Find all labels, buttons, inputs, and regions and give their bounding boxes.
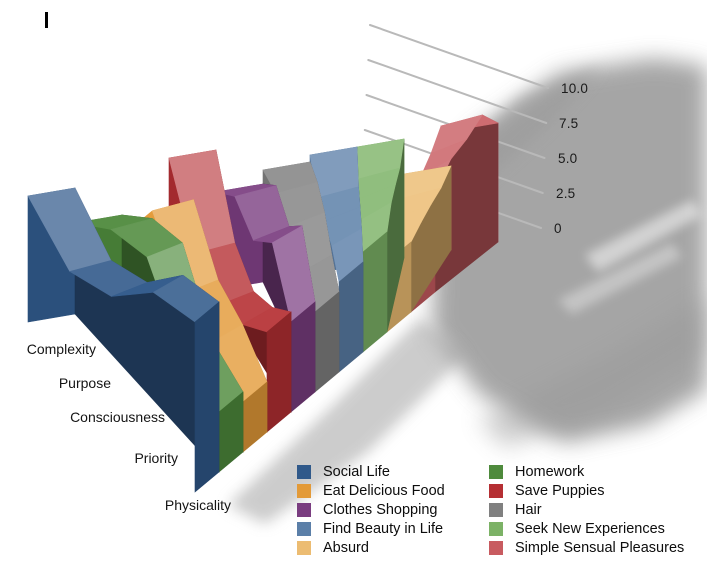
legend-item-absurd: Absurd xyxy=(297,539,445,558)
value-tick-label-10: 10.0 xyxy=(561,81,589,96)
cast-shadow xyxy=(558,243,682,314)
text-cursor-mark xyxy=(45,12,48,28)
legend-item-hair: Hair xyxy=(489,500,684,519)
legend-item-simple-sensual-pleasures: Simple Sensual Pleasures xyxy=(489,539,684,558)
legend-swatch-simple-sensual-pleasures xyxy=(489,541,503,556)
legend-item-clothes-shopping: Clothes Shopping xyxy=(297,500,445,519)
legend-item-homework: Homework xyxy=(489,462,684,481)
legend-swatch-clothes-shopping xyxy=(297,502,311,517)
value-tick-label-2-5: 2.5 xyxy=(556,186,576,201)
gridline-7.5 xyxy=(367,59,548,124)
category-label-physicality: Physicality xyxy=(164,497,231,513)
legend-label-absurd: Absurd xyxy=(323,540,369,557)
legend-swatch-seek-new-experiences xyxy=(489,522,503,537)
legend-swatch-absurd xyxy=(297,541,311,556)
value-tick-label-0: 0 xyxy=(554,221,562,236)
cast-shadow xyxy=(478,295,707,448)
legend-label-eat-delicious-food: Eat Delicious Food xyxy=(323,482,445,499)
legend-item-find-beauty-in-life: Find Beauty in Life xyxy=(297,520,445,539)
legend-label-clothes-shopping: Clothes Shopping xyxy=(323,501,438,518)
category-label-complexity: Complexity xyxy=(26,341,96,357)
category-label-consciousness: Consciousness xyxy=(70,409,165,425)
value-tick-label-5: 5.0 xyxy=(558,151,578,166)
cast-shadow xyxy=(228,318,466,524)
ribbon-seek-new-experiences xyxy=(356,138,405,353)
category-label-priority: Priority xyxy=(134,450,178,466)
legend-swatch-find-beauty-in-life xyxy=(297,522,311,537)
legend-label-homework: Homework xyxy=(515,463,585,480)
category-label-purpose: Purpose xyxy=(58,375,111,391)
legend-swatch-eat-delicious-food xyxy=(297,483,311,498)
gridline-10 xyxy=(369,24,549,89)
legend-column-1: Social Life Eat Delicious Food Clothes S… xyxy=(297,462,445,558)
legend-swatch-homework xyxy=(489,464,503,479)
legend-item-save-puppies: Save Puppies xyxy=(489,481,684,500)
ribbon-social-life xyxy=(27,187,220,493)
legend-item-social-life: Social Life xyxy=(297,462,445,481)
legend-label-social-life: Social Life xyxy=(323,463,390,480)
legend-label-hair: Hair xyxy=(515,501,542,518)
legend-column-2: Homework Save Puppies Hair Seek New Expe… xyxy=(489,462,684,558)
legend-swatch-social-life xyxy=(297,464,311,479)
value-tick-label-7-5: 7.5 xyxy=(559,116,579,131)
legend-label-simple-sensual-pleasures: Simple Sensual Pleasures xyxy=(515,540,685,557)
legend-swatch-hair xyxy=(489,502,503,517)
legend-item-seek-new-experiences: Seek New Experiences xyxy=(489,520,684,539)
legend-item-eat-delicious-food: Eat Delicious Food xyxy=(297,481,445,500)
legend-swatch-save-puppies xyxy=(489,483,503,498)
legend-label-save-puppies: Save Puppies xyxy=(515,482,605,499)
legend-label-seek-new-experiences: Seek New Experiences xyxy=(515,521,665,538)
legend-label-find-beauty-in-life: Find Beauty in Life xyxy=(323,521,444,538)
cast-shadow xyxy=(585,200,702,272)
